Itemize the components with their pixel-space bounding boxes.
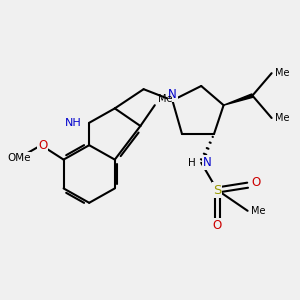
Text: NH: NH: [64, 118, 81, 128]
Text: Me: Me: [275, 113, 289, 123]
Text: O: O: [251, 176, 261, 188]
Text: OMe: OMe: [7, 153, 31, 163]
Polygon shape: [224, 94, 253, 105]
Text: O: O: [38, 139, 47, 152]
Text: Me: Me: [251, 206, 266, 216]
Text: Me: Me: [275, 68, 289, 78]
Text: N: N: [168, 88, 177, 101]
Text: N: N: [203, 156, 212, 169]
Text: Me: Me: [158, 94, 172, 103]
Text: methoxy: methoxy: [14, 158, 20, 159]
Text: H: H: [188, 158, 195, 168]
Text: O: O: [213, 219, 222, 232]
Text: S: S: [213, 184, 221, 196]
